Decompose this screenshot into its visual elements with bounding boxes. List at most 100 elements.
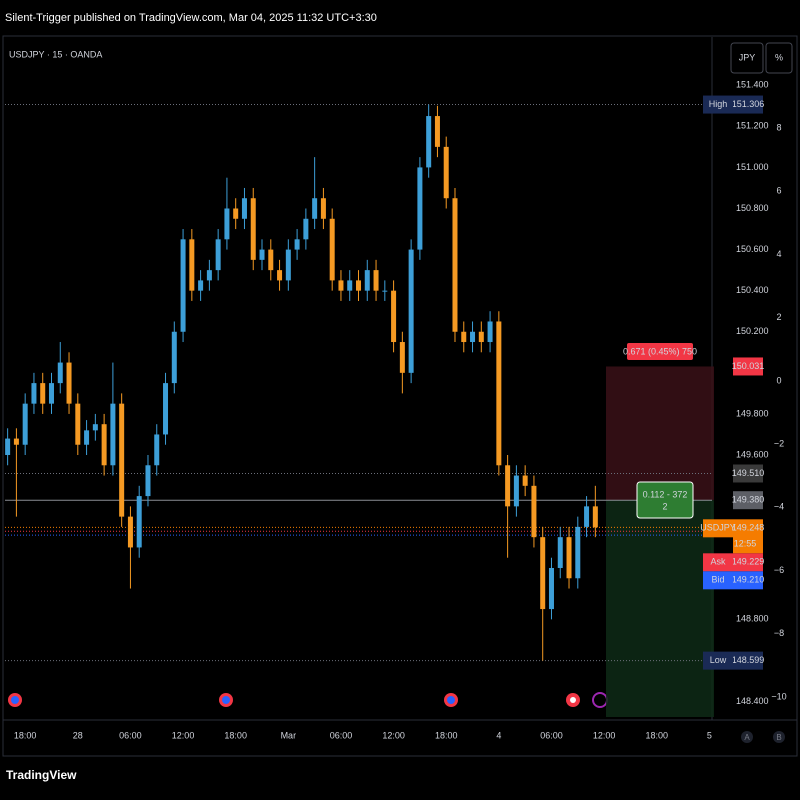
price-badge: [733, 519, 763, 554]
y-tick-label: 149.600: [736, 449, 769, 459]
candle-body: [233, 208, 239, 219]
y-tick-label: 148.800: [736, 614, 769, 624]
candle-body: [136, 496, 142, 548]
candle-body: [259, 249, 265, 260]
candle-body: [426, 116, 432, 168]
x-tick-label: 18:00: [224, 730, 247, 740]
price-badge-label: 149.248: [732, 523, 765, 533]
price-badge-label: 150.031: [732, 361, 765, 371]
b-button[interactable]: [773, 731, 785, 743]
candle-body: [127, 516, 133, 548]
flag-inner: [447, 696, 455, 704]
x-tick-label: 18:00: [435, 730, 458, 740]
event-inner: [570, 697, 576, 703]
y2-tick-label: −6: [774, 565, 784, 575]
candle-body: [548, 567, 554, 610]
candle-body: [461, 331, 467, 343]
candle-body: [391, 290, 397, 343]
candle-body: [224, 208, 230, 240]
x-tick-label: 4: [496, 730, 501, 740]
x-tick-label: 12:00: [593, 730, 616, 740]
price-badge-label: 148.599: [732, 655, 765, 665]
x-tick-label: 18:00: [645, 730, 668, 740]
price-badge: [733, 491, 763, 510]
badge-name: USDJPY: [700, 523, 736, 533]
y2-tick-label: 6: [776, 186, 781, 196]
y2-tick-label: 0: [776, 375, 781, 385]
auto-text: A: [744, 733, 750, 742]
candle-body: [522, 475, 528, 486]
candle-body: [5, 438, 11, 456]
y2-tick-label: 8: [776, 122, 781, 132]
candle-body: [215, 239, 221, 271]
y-tick-label: 148.400: [736, 696, 769, 706]
badge-name-bg: [703, 553, 733, 572]
badge-name: Low: [710, 655, 727, 665]
candle-body: [329, 218, 335, 281]
candle-body: [22, 403, 28, 445]
candle-body: [338, 280, 344, 291]
candle-body: [31, 383, 37, 404]
percent-button[interactable]: [765, 42, 793, 74]
candle-body: [347, 280, 353, 291]
candle-body: [364, 270, 370, 291]
y-tick-label: 150.800: [736, 203, 769, 213]
candle-body: [373, 270, 379, 291]
candle-body: [250, 198, 256, 260]
target-label-bg: [627, 343, 693, 360]
y2-tick-label: −10: [771, 691, 786, 701]
price-badge-label: 149.510: [732, 468, 765, 478]
x-tick-label: Mar: [281, 730, 297, 740]
y-tick-label: 151.400: [736, 80, 769, 90]
candle-body: [312, 198, 318, 219]
x-tick-label: 5: [707, 730, 712, 740]
badge-name: High: [709, 99, 728, 109]
candle-body: [408, 249, 414, 373]
y2-tick-label: −4: [774, 502, 784, 512]
candle-body: [119, 403, 125, 517]
price-badge: [733, 464, 763, 483]
candle-body: [198, 280, 204, 291]
candle-body: [40, 383, 46, 404]
badge-name-bg: [703, 571, 733, 590]
auto-button[interactable]: [741, 731, 753, 743]
flag-inner: [222, 696, 230, 704]
countdown: 12:55: [734, 539, 757, 549]
candle-body: [180, 239, 186, 332]
candle-body: [110, 403, 116, 466]
candle-body: [496, 321, 502, 466]
candle-body: [101, 424, 107, 466]
price-badge: [733, 571, 763, 590]
candle-body: [356, 280, 361, 291]
x-tick-label: 28: [73, 730, 83, 740]
candle-body: [487, 321, 493, 343]
currency-button[interactable]: [730, 42, 764, 74]
event-icons: [8, 692, 608, 708]
candle-body: [92, 424, 98, 431]
candle-body: [163, 383, 169, 435]
symbol-label: USDJPY · 15 · OANDA: [9, 49, 102, 59]
price-badge-label: 149.210: [732, 575, 765, 585]
y-tick-label: 151.200: [736, 121, 769, 131]
badge-name-bg: [703, 519, 733, 538]
candle-body: [57, 362, 63, 384]
price-badge-label: 149.229: [732, 557, 765, 567]
header-title: Silent-Trigger published on TradingView.…: [5, 12, 377, 24]
candle-body: [531, 485, 537, 538]
badge-name-bg: [703, 651, 733, 670]
stop-zone: [606, 366, 714, 501]
candle-body: [557, 537, 563, 568]
candle-body: [75, 403, 81, 445]
price-badge: [733, 553, 763, 572]
candle-body: [145, 465, 151, 497]
y2-tick-label: −2: [774, 438, 784, 448]
candle-body: [443, 146, 449, 199]
candle-body: [84, 430, 90, 445]
price-badge-label: 149.380: [732, 495, 765, 505]
entry-label: 2: [662, 501, 667, 511]
candle-body: [417, 167, 423, 250]
candle-body: [206, 270, 212, 281]
x-tick-label: 18:00: [14, 730, 37, 740]
candle-body: [470, 331, 476, 343]
